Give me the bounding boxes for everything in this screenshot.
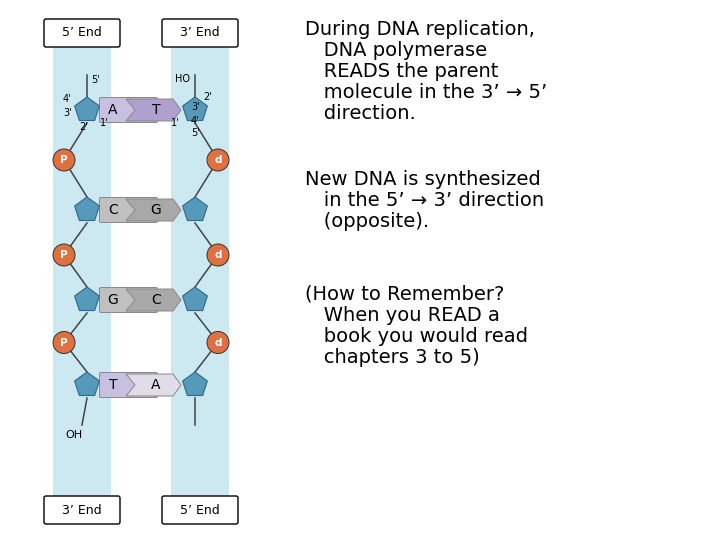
Polygon shape xyxy=(126,374,181,396)
Polygon shape xyxy=(126,99,181,121)
Text: G: G xyxy=(107,293,118,307)
Polygon shape xyxy=(75,97,99,120)
FancyBboxPatch shape xyxy=(99,373,158,397)
Text: molecule in the 3’ → 5’: molecule in the 3’ → 5’ xyxy=(305,83,547,102)
Text: T: T xyxy=(152,103,161,117)
Text: direction.: direction. xyxy=(305,104,415,123)
Polygon shape xyxy=(183,287,207,310)
Circle shape xyxy=(207,244,229,266)
Circle shape xyxy=(53,332,75,354)
FancyBboxPatch shape xyxy=(53,42,111,498)
Text: G: G xyxy=(150,203,161,217)
FancyBboxPatch shape xyxy=(99,98,158,123)
Polygon shape xyxy=(75,372,99,395)
Polygon shape xyxy=(75,197,99,220)
Text: HO: HO xyxy=(175,74,190,84)
Text: 3': 3' xyxy=(191,102,199,112)
Text: in the 5’ → 3’ direction: in the 5’ → 3’ direction xyxy=(305,191,544,210)
Text: 2': 2' xyxy=(203,92,212,102)
Text: (opposite).: (opposite). xyxy=(305,212,429,231)
Text: T: T xyxy=(109,378,117,392)
Text: P: P xyxy=(60,338,68,348)
Text: 4': 4' xyxy=(63,94,71,104)
FancyBboxPatch shape xyxy=(99,287,158,313)
Text: (How to Remember?: (How to Remember? xyxy=(305,285,505,304)
Text: chapters 3 to 5): chapters 3 to 5) xyxy=(305,348,480,367)
Text: d: d xyxy=(215,155,222,165)
Polygon shape xyxy=(183,372,207,395)
Text: 1': 1' xyxy=(171,118,179,128)
Text: OH: OH xyxy=(65,430,82,440)
Text: 3’ End: 3’ End xyxy=(180,26,220,39)
FancyBboxPatch shape xyxy=(44,496,120,524)
Circle shape xyxy=(53,244,75,266)
Circle shape xyxy=(207,149,229,171)
FancyBboxPatch shape xyxy=(162,496,238,524)
FancyBboxPatch shape xyxy=(162,19,238,47)
Polygon shape xyxy=(126,199,181,221)
Text: C: C xyxy=(151,293,161,307)
Text: P: P xyxy=(60,155,68,165)
Text: 5': 5' xyxy=(91,75,100,85)
Polygon shape xyxy=(75,287,99,310)
Text: DNA polymerase: DNA polymerase xyxy=(305,41,487,60)
Text: C: C xyxy=(108,203,118,217)
Polygon shape xyxy=(126,289,181,311)
Text: New DNA is synthesized: New DNA is synthesized xyxy=(305,170,541,189)
FancyBboxPatch shape xyxy=(44,19,120,47)
Circle shape xyxy=(53,149,75,171)
Text: 5’ End: 5’ End xyxy=(62,26,102,39)
Text: A: A xyxy=(151,378,161,392)
Text: d: d xyxy=(215,250,222,260)
Text: d: d xyxy=(215,338,222,348)
FancyBboxPatch shape xyxy=(99,198,158,222)
Text: P: P xyxy=(60,250,68,260)
FancyBboxPatch shape xyxy=(171,42,229,498)
Text: 4': 4' xyxy=(191,116,199,126)
Text: 2': 2' xyxy=(79,122,88,132)
Text: When you READ a: When you READ a xyxy=(305,306,500,325)
Text: 1': 1' xyxy=(100,118,109,128)
Text: 3’ End: 3’ End xyxy=(62,503,102,516)
Text: 5': 5' xyxy=(191,128,199,138)
Polygon shape xyxy=(183,197,207,220)
Polygon shape xyxy=(183,97,207,120)
Circle shape xyxy=(207,332,229,354)
Text: READS the parent: READS the parent xyxy=(305,62,498,81)
Text: A: A xyxy=(108,103,118,117)
Text: book you would read: book you would read xyxy=(305,327,528,346)
Text: 5’ End: 5’ End xyxy=(180,503,220,516)
Text: 3': 3' xyxy=(63,108,71,118)
Text: During DNA replication,: During DNA replication, xyxy=(305,20,535,39)
